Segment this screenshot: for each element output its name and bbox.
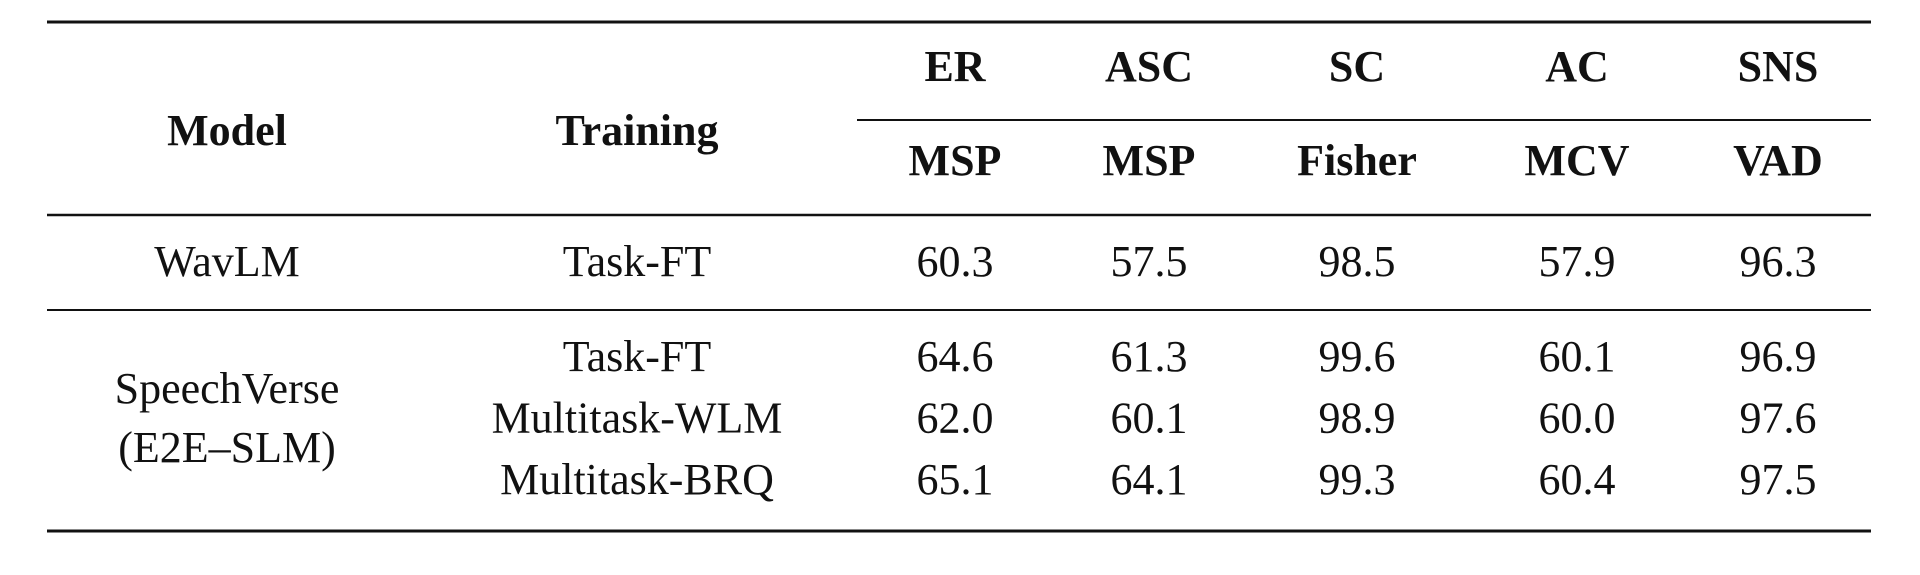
header-dataset: VAD (1733, 136, 1823, 185)
value-cell: 57.5 (1111, 237, 1188, 286)
value-cell: 65.1 (917, 455, 994, 504)
value-cell: 57.9 (1539, 237, 1616, 286)
header-task: SNS (1738, 42, 1819, 91)
value-cell: 60.0 (1539, 393, 1616, 442)
value-cell: 61.3 (1111, 332, 1188, 381)
value-cell: 60.1 (1539, 332, 1616, 381)
header-dataset: MSP (1103, 136, 1196, 185)
training-cell: Task-FT (563, 332, 712, 381)
model-name: WavLM (154, 237, 300, 286)
value-cell: 60.1 (1111, 393, 1188, 442)
value-cell: 60.3 (917, 237, 994, 286)
value-cell: 60.4 (1539, 455, 1616, 504)
value-cell: 64.1 (1111, 455, 1188, 504)
value-cell: 96.3 (1740, 237, 1817, 286)
model-name: SpeechVerse (115, 364, 340, 413)
value-cell: 99.3 (1319, 455, 1396, 504)
value-cell: 97.6 (1740, 393, 1817, 442)
training-cell: Multitask-WLM (492, 393, 783, 442)
header-dataset: MSP (909, 136, 1002, 185)
training-cell: Task-FT (563, 237, 712, 286)
value-cell: 97.5 (1740, 455, 1817, 504)
header-task: SC (1329, 42, 1385, 91)
value-cell: 62.0 (917, 393, 994, 442)
value-cell: 98.9 (1319, 393, 1396, 442)
value-cell: 64.6 (917, 332, 994, 381)
header-training: Training (555, 106, 718, 155)
header-dataset: Fisher (1297, 136, 1417, 185)
header-task: ER (924, 42, 986, 91)
header-task: ASC (1105, 42, 1193, 91)
header-task: AC (1545, 42, 1609, 91)
model-name: (E2E–SLM) (118, 423, 336, 472)
header-model: Model (167, 106, 287, 155)
training-cell: Multitask-BRQ (500, 455, 774, 504)
value-cell: 98.5 (1319, 237, 1396, 286)
value-cell: 99.6 (1319, 332, 1396, 381)
value-cell: 96.9 (1740, 332, 1817, 381)
header-dataset: MCV (1524, 136, 1629, 185)
